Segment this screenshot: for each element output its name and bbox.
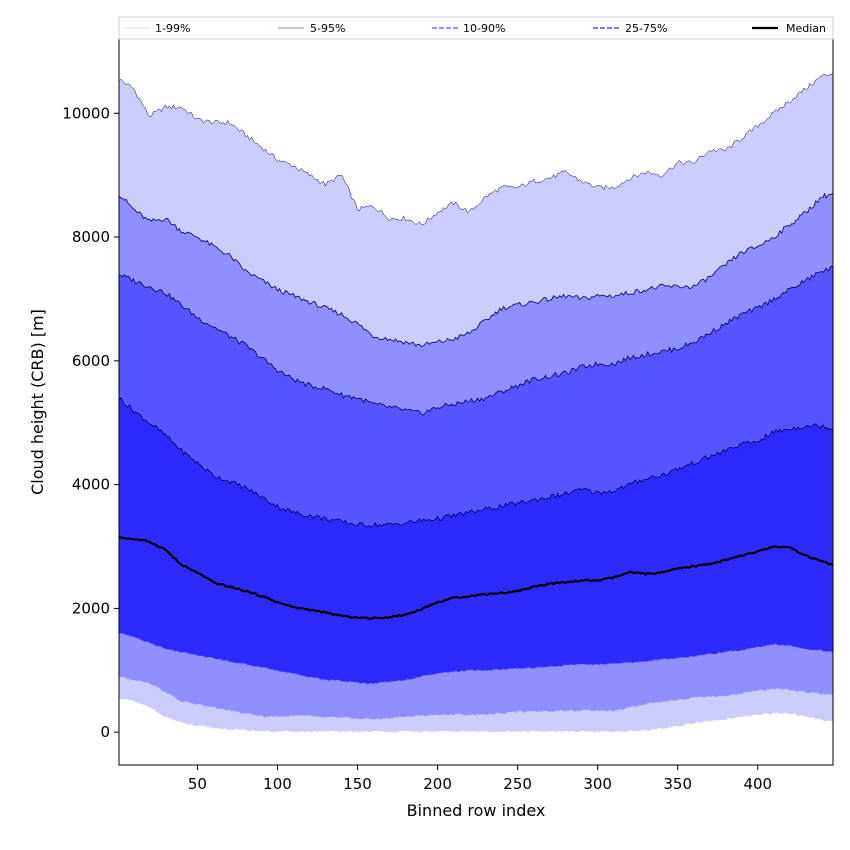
legend-label: 1-99% bbox=[155, 22, 190, 35]
legend-label: Median bbox=[786, 22, 826, 35]
y-tick-label: 2000 bbox=[72, 599, 110, 617]
x-tick-label: 150 bbox=[343, 775, 372, 793]
bands-layer bbox=[118, 72, 834, 733]
x-tick-label: 50 bbox=[188, 775, 207, 793]
x-tick-label: 400 bbox=[743, 775, 772, 793]
band-10-90-upper-edge bbox=[118, 265, 834, 416]
y-tick-label: 10000 bbox=[62, 104, 110, 122]
median-layer bbox=[118, 535, 834, 621]
y-axis-label: Cloud height (CRB) [m] bbox=[28, 309, 47, 495]
band-25-75-upper-edge bbox=[118, 397, 834, 528]
y-tick-label: 4000 bbox=[72, 476, 110, 494]
y-tick-label: 8000 bbox=[72, 228, 110, 246]
x-tick-label: 350 bbox=[663, 775, 692, 793]
y-axis: 0 2000 4000 6000 8000 10000 bbox=[62, 104, 119, 741]
x-tick-label: 250 bbox=[503, 775, 532, 793]
legend-label: 5-95% bbox=[310, 22, 345, 35]
x-tick-label: 100 bbox=[263, 775, 292, 793]
x-tick-label: 300 bbox=[583, 775, 612, 793]
median-line bbox=[118, 535, 834, 621]
band-25-75-area bbox=[119, 397, 833, 684]
legend-label: 10-90% bbox=[463, 22, 505, 35]
x-axis-label: Binned row index bbox=[407, 801, 546, 820]
x-axis: 50 100 150 200 250 300 350 400 bbox=[188, 765, 772, 793]
legend-label: 25-75% bbox=[625, 22, 667, 35]
band-5-95-upper-edge bbox=[118, 192, 834, 348]
y-tick-label: 0 bbox=[100, 723, 110, 741]
y-tick-label: 6000 bbox=[72, 352, 110, 370]
legend: 1-99% 5-95% 10-90% 25-75% Median bbox=[118, 16, 834, 40]
legend-box bbox=[118, 16, 834, 40]
band-1-99-upper-edge bbox=[118, 72, 834, 226]
x-tick-label: 200 bbox=[423, 775, 452, 793]
